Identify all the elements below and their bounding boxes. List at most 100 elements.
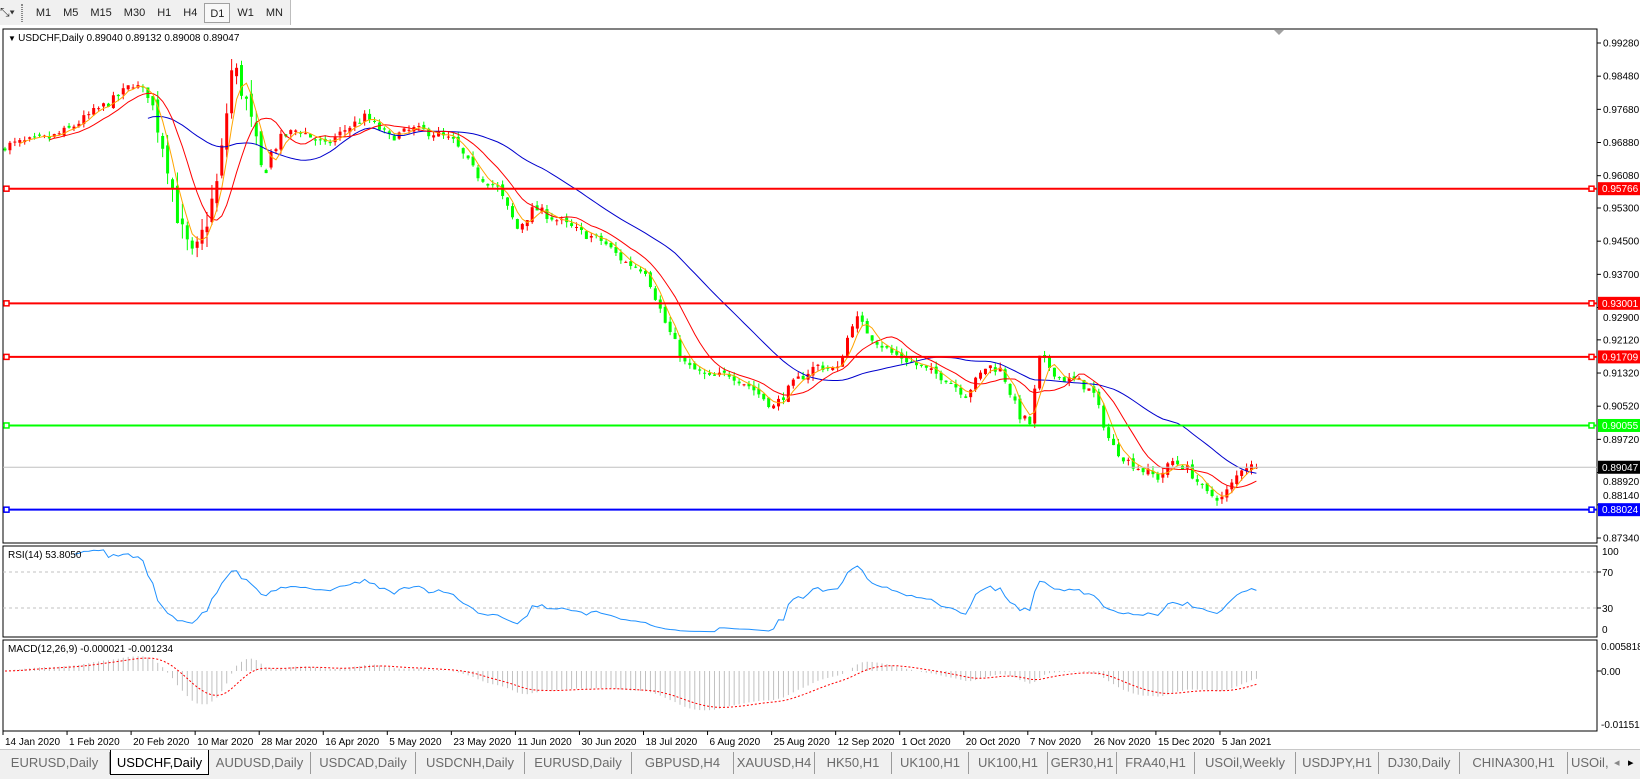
tab-uk100-h1[interactable]: UK100,H1 <box>969 752 1048 774</box>
tab-ger30-h1[interactable]: GER30,H1 <box>1048 752 1117 774</box>
tab-xauusd-h4[interactable]: XAUUSD,H4 <box>734 752 815 774</box>
collapse-triangle-icon[interactable]: ▼ <box>8 34 18 43</box>
candle <box>1097 388 1101 409</box>
line-anchor-handle[interactable] <box>3 422 10 429</box>
candle-body <box>259 131 263 166</box>
candle-body <box>348 127 352 133</box>
toolbar-grip[interactable] <box>20 3 23 22</box>
timeframe-m15[interactable]: M15 <box>90 6 112 19</box>
line-anchor-handle[interactable] <box>3 353 10 361</box>
line-anchor-handle[interactable] <box>1588 300 1595 307</box>
candle-body <box>550 217 554 220</box>
candle-body <box>1225 489 1229 498</box>
tab-scroll-right-icon[interactable]: ▸ <box>1628 757 1634 769</box>
candle-body <box>895 351 899 355</box>
candle-body <box>289 130 293 135</box>
timeframe-w1[interactable]: W1 <box>237 6 254 19</box>
tab-gbpusd-h4[interactable]: GBPUSD,H4 <box>632 752 734 774</box>
tab-usdcnh-daily[interactable]: USDCNH,Daily <box>416 752 525 774</box>
ohlc-values: 0.89040 0.89132 0.89008 0.89047 <box>86 33 239 44</box>
timeframe-m5[interactable]: M5 <box>63 6 79 19</box>
candle <box>1067 372 1071 387</box>
candle-body <box>106 103 110 107</box>
price-axis-label: 0.87340 <box>1603 534 1640 545</box>
tab-china300-h1[interactable]: CHINA300,H1 <box>1460 752 1568 774</box>
rsi-line <box>73 549 1257 633</box>
line-anchor-handle[interactable] <box>3 300 10 307</box>
line-anchor-handle[interactable] <box>1588 353 1595 361</box>
candle <box>1008 383 1012 398</box>
candle <box>855 311 859 333</box>
candle <box>244 95 248 111</box>
tab-usdcad-daily[interactable]: USDCAD,Daily <box>311 752 416 774</box>
date-axis-label: 18 Jul 2020 <box>646 737 698 748</box>
candle <box>205 211 209 248</box>
tab-eurusd-daily[interactable]: EURUSD,Daily <box>525 752 632 774</box>
line-anchor-handle[interactable] <box>1588 422 1595 429</box>
tab-fra40-h1[interactable]: FRA40,H1 <box>1117 752 1195 774</box>
main-pane <box>2 28 1598 544</box>
candle <box>796 372 800 379</box>
candle <box>865 318 869 334</box>
candle-body <box>846 337 850 356</box>
candle-body <box>703 372 707 374</box>
candle-body <box>599 235 603 241</box>
candle <box>161 132 165 158</box>
candle <box>358 118 362 124</box>
candle-body <box>274 149 278 152</box>
tab-usdjpy-h1[interactable]: USDJPY,H1 <box>1296 752 1379 774</box>
candle <box>570 219 574 228</box>
tab-dj30-daily[interactable]: DJ30,Daily <box>1379 752 1460 774</box>
candle-body <box>121 88 125 95</box>
toolbar-empty-area <box>291 0 1640 25</box>
candle <box>166 134 170 185</box>
line-anchor-handle[interactable] <box>1588 506 1595 513</box>
candle-body <box>195 241 199 248</box>
tab-uk100-h1[interactable]: UK100,H1 <box>892 752 969 774</box>
macd-axis-label: 0.00 <box>1601 667 1621 678</box>
candle-body <box>1023 415 1027 419</box>
candle-body <box>624 261 628 263</box>
candle-body <box>555 220 559 222</box>
candle-body <box>629 261 633 266</box>
timeframe-h4[interactable]: H4 <box>183 6 198 19</box>
tab-scroll-left-icon[interactable]: ◂ <box>1614 757 1620 769</box>
candle-body <box>190 240 194 249</box>
candle <box>387 129 391 140</box>
candle <box>584 230 588 240</box>
candle-body <box>57 133 61 135</box>
candle <box>67 123 71 129</box>
candle <box>259 130 263 168</box>
timeframe-h1[interactable]: H1 <box>157 6 172 19</box>
candle <box>801 371 805 380</box>
candle-body <box>969 389 973 398</box>
line-tools-icon[interactable]: ⤡▾ <box>0 5 15 19</box>
chart-window[interactable]: 0.99280 0.98480 0.97680 0.96880 0.96080 0.953… <box>0 25 1640 749</box>
candle <box>151 95 155 111</box>
candle-body <box>811 366 815 376</box>
tab-usoil-[interactable]: USOil, <box>1571 755 1609 770</box>
line-anchor-handle[interactable] <box>3 185 10 192</box>
candle-body <box>609 242 613 248</box>
line-anchor-handle[interactable] <box>1588 185 1595 192</box>
timeframe-m1[interactable]: M1 <box>35 6 52 19</box>
line-anchor-handle[interactable] <box>3 506 10 513</box>
chart-shift-marker-icon[interactable] <box>1274 30 1284 35</box>
date-axis-label: 28 Mar 2020 <box>261 737 318 748</box>
tab-audusd-daily[interactable]: AUDUSD,Daily <box>209 752 311 774</box>
timeframe-mn[interactable]: MN <box>265 6 283 19</box>
candle-body <box>427 128 431 137</box>
candle-body <box>1087 388 1091 391</box>
tab-eurusd-daily[interactable]: EURUSD,Daily <box>0 752 110 774</box>
candle-body <box>92 108 96 115</box>
tab-usdchf-daily[interactable]: USDCHF,Daily <box>110 750 209 775</box>
tab-hk50-h1[interactable]: HK50,H1 <box>815 752 892 774</box>
tab-usoil-weekly[interactable]: USOil,Weekly <box>1195 752 1296 774</box>
timeframe-m30[interactable]: M30 <box>123 6 146 19</box>
timeframe-list: M1 M5 M15 M30 H1 H4 D1 W1 MN <box>31 2 290 23</box>
timeframe-d1[interactable]: D1 <box>204 2 231 23</box>
candle-body <box>338 131 342 136</box>
candle-body <box>308 134 312 138</box>
candle-body <box>407 129 411 131</box>
candle <box>737 378 741 386</box>
